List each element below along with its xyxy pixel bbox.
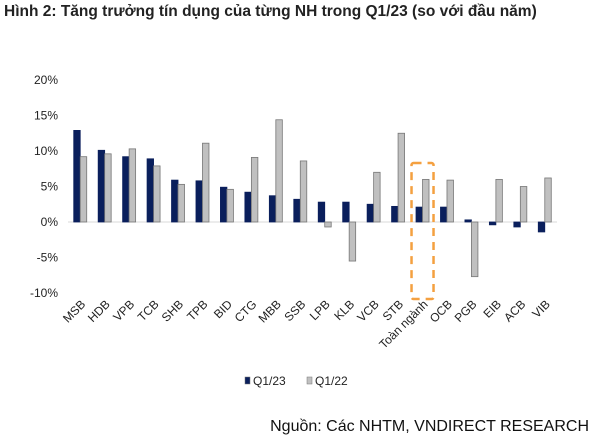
bar-q1-22 xyxy=(495,178,503,223)
bar-q1-23 xyxy=(464,219,472,223)
bar-q1-22 xyxy=(422,178,430,223)
x-tick-label: HDB xyxy=(85,297,113,325)
bar-q1-22 xyxy=(226,188,234,223)
bar-q1-23 xyxy=(317,201,326,223)
bar-q1-23 xyxy=(73,130,81,223)
legend-label: Q1/22 xyxy=(315,374,348,388)
bar-q1-22 xyxy=(104,153,112,223)
bar-q1-23 xyxy=(415,206,423,223)
bar-q1-22 xyxy=(250,156,259,223)
legend-swatch xyxy=(244,376,251,385)
bar-q1-22 xyxy=(397,132,405,223)
bar-q1-23 xyxy=(195,180,203,223)
bar-q1-23 xyxy=(537,221,546,233)
x-tick-label: CTG xyxy=(232,297,260,325)
x-tick-label: MSB xyxy=(60,297,88,325)
bar-q1-23 xyxy=(488,221,497,226)
bar-q1-23 xyxy=(220,186,228,223)
bar-q1-22 xyxy=(348,221,357,262)
chart-title: Hình 2: Tăng trưởng tín dụng của từng NH… xyxy=(4,3,537,20)
bar-q1-22 xyxy=(544,177,552,223)
y-tick-label: 0% xyxy=(41,215,59,229)
bar-q1-22 xyxy=(275,119,283,223)
bar-q1-23 xyxy=(293,198,301,223)
y-tick-label: 5% xyxy=(41,180,59,194)
bar-q1-23 xyxy=(342,201,350,223)
bar-q1-23 xyxy=(366,203,375,223)
x-tick-label: MBB xyxy=(256,297,284,325)
bar-q1-22 xyxy=(79,156,88,223)
x-tick-label: VPB xyxy=(110,297,137,324)
x-tick-label: SHB xyxy=(159,297,186,324)
bar-q1-22 xyxy=(471,221,479,278)
y-tick-label: 20% xyxy=(34,73,58,87)
bar-q1-22 xyxy=(202,142,210,223)
bar-q1-23 xyxy=(268,195,277,223)
bar-q1-23 xyxy=(440,206,448,223)
x-tick-label: LPB xyxy=(307,297,333,323)
x-tick-label: VIB xyxy=(529,297,553,321)
bar-q1-23 xyxy=(244,191,252,223)
x-tick-label: VCB xyxy=(354,297,381,324)
bar-q1-22 xyxy=(299,160,308,223)
x-tick-label: TPB xyxy=(184,297,210,323)
y-tick-label: 15% xyxy=(34,109,58,123)
x-tick-label: TCB xyxy=(135,297,162,324)
bar-q1-22 xyxy=(373,171,381,223)
x-tick-label: PGB xyxy=(452,297,480,325)
bar-q1-23 xyxy=(171,179,179,223)
highlight-box xyxy=(410,161,435,301)
x-tick-label: KLB xyxy=(331,297,357,323)
y-tick-label: -5% xyxy=(37,251,59,265)
y-tick-label: 10% xyxy=(34,144,58,158)
bar-q1-22 xyxy=(128,148,137,223)
legend-label: Q1/23 xyxy=(253,374,286,388)
bar-q1-23 xyxy=(97,149,106,223)
bar-q1-22 xyxy=(446,179,454,223)
bar-q1-23 xyxy=(391,205,399,223)
source-note: Nguồn: Các NHTM, VNDIRECT RESEARCH xyxy=(270,418,589,435)
x-tick-label: SSB xyxy=(282,297,309,324)
bar-q1-23 xyxy=(513,221,521,228)
y-tick-label: -10% xyxy=(30,286,58,300)
bar-q1-22 xyxy=(153,165,161,223)
bar-q1-22 xyxy=(519,186,528,223)
bar-q1-23 xyxy=(146,158,154,223)
legend-swatch xyxy=(306,376,313,385)
bar-q1-22 xyxy=(324,221,332,228)
x-tick-label: OCB xyxy=(427,297,455,325)
x-tick-label: ACB xyxy=(501,297,528,324)
x-tick-label: EIB xyxy=(480,297,504,321)
x-tick-label: BID xyxy=(211,297,235,321)
bar-q1-22 xyxy=(177,183,185,223)
bar-q1-23 xyxy=(122,156,130,223)
